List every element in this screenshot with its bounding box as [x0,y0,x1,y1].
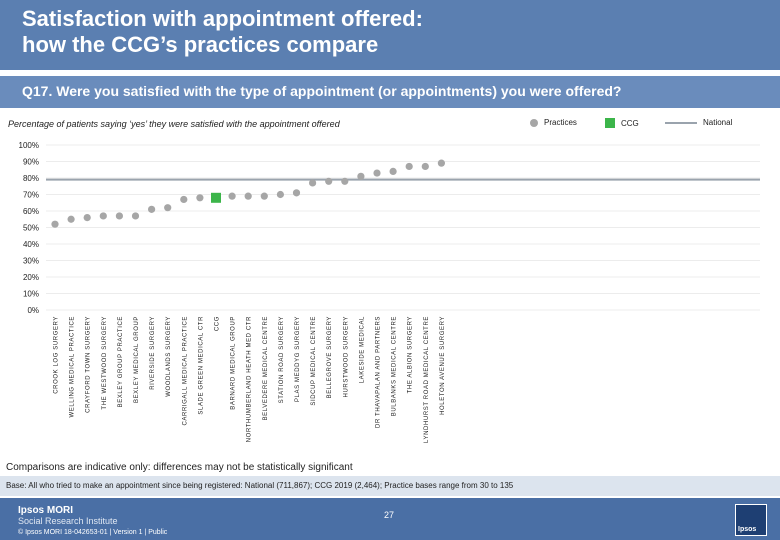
practice-dot [309,179,317,187]
x-tick-label: BARNARD MEDICAL GROUP [231,316,237,410]
practice-dot [180,195,188,204]
x-tick-label: BELLEGROVE SURGERY [327,316,333,398]
practice-dot [357,172,365,180]
ccg-marker [211,192,221,203]
x-tick-label: WOODLANDS SURGERY [166,316,172,397]
practice-dot [341,177,349,185]
comparison-note: Comparisons are indicative only: differe… [6,462,353,473]
y-tick-label: 40% [23,240,39,249]
x-tick-label: LYNDHURST ROAD MEDICAL CENTRE [424,316,430,443]
question-text: Q17. Were you satisfied with the type of… [22,83,622,99]
ccg-square-icon [605,118,615,128]
y-tick-label: 0% [27,306,39,315]
practice-dot [276,190,284,199]
brand-subtitle: Social Research Institute [18,516,118,526]
practice-dot [164,204,172,212]
x-tick-label: THE ALBION SURGERY [408,316,414,393]
x-tick-label: RIVERSIDE SURGERY [150,316,156,390]
x-tick-label: HURSTWOOD SURGERY [343,316,349,397]
y-tick-label: 50% [23,224,39,233]
legend-national: National [665,118,732,127]
practice-dot [325,177,333,185]
legend-ccg: CCG [605,118,639,128]
base-bar: Base: All who tried to make an appointme… [0,476,780,496]
copyright: © Ipsos MORI 18-042653-01 | Version 1 | … [18,529,168,536]
footer: Ipsos MORI Social Research Institute © I… [0,498,780,540]
x-tick-label: CRAYFORD TOWN SURGERY [86,316,92,413]
practice-dot [260,192,268,200]
x-tick-label: LAKESIDE MEDICAL [359,316,365,383]
logo-text: Ipsos [738,526,757,533]
y-tick-label: 90% [23,158,39,167]
x-tick-label: BEXLEY GROUP PRACTICE [118,316,124,407]
x-tick-label: CCG [215,316,221,331]
practice-dot [437,159,445,167]
practice-dot [228,192,236,200]
x-tick-label: BULBANKS MEDICAL CENTRE [392,316,398,416]
practice-dot [131,212,140,220]
x-tick-label: WELLING MEDICAL PRACTICE [70,316,76,418]
y-tick-label: 30% [23,257,39,266]
y-tick-label: 20% [23,273,39,282]
practice-dot-icon [530,118,538,127]
legend-practices-label: Practices [544,118,577,127]
legend-national-label: National [703,118,733,127]
practice-dot [373,169,381,177]
practice-comparison-chart: 100% 90% 80% 70% 60% 50% 40% 30% 20% 10% 0% CROOK L… [19,141,760,443]
practice-dot [196,194,204,202]
ipsos-logo: Ipsos [735,504,767,536]
x-tick-label: SIDCUP MEDICAL CENTRE [311,316,317,406]
x-tick-label: CROOK LOG SURGERY [54,316,60,394]
x-tick-label: HOLETON AVENUE SURGERY [440,316,446,415]
national-line-icon [665,121,697,124]
y-tick-label: 70% [23,191,39,200]
x-tick-label: PLAS MEDDYG SURGERY [295,316,301,402]
page-number: 27 [384,510,395,520]
x-tick-label: NORTHUMBERLAND HEATH MED CTR [247,316,253,442]
x-tick-label: BEXLEY MEDICAL GROUP [134,316,140,403]
practice-dot [99,212,107,220]
brand-name: Ipsos MORI [18,505,74,516]
chart-subtitle: Percentage of patients saying ‘yes’ they… [8,119,340,129]
x-tick-label: DR THAVAPALAN AND PARTNERS [376,316,382,428]
practice-dot [51,220,59,228]
practice-dot [389,167,397,175]
practice-dot [292,189,301,197]
practice-dot [148,205,156,213]
y-tick-label: 80% [23,174,39,183]
practice-dot [421,162,429,171]
practice-dot [115,212,123,220]
x-tick-label: THE WESTWOOD SURGERY [102,316,108,410]
x-tick-label: BELVEDERE MEDICAL CENTRE [263,316,269,420]
practice-dot [244,192,252,200]
title-bar: Satisfaction with appointment offered: h… [0,0,780,70]
legend-ccg-label: CCG [621,118,639,128]
x-tick-label: CARRIGALL MEDICAL PRACTICE [182,316,188,426]
practice-dot [405,162,413,171]
question-bar: Q17. Were you satisfied with the type of… [0,76,780,108]
base-text: Base: All who tried to make an appointme… [6,481,514,490]
x-tick-label: SLADE GREEN MEDICAL CTR [198,316,204,415]
y-tick-label: 60% [23,207,39,216]
page-title: Satisfaction with appointment offered: h… [22,6,423,57]
y-tick-label: 10% [23,290,39,299]
x-tick-label: STATION ROAD SURGERY [279,316,285,403]
legend-practices: Practices [530,118,577,127]
y-tick-label: 100% [19,141,39,150]
practice-dot [67,215,75,223]
practice-dot [83,214,91,222]
